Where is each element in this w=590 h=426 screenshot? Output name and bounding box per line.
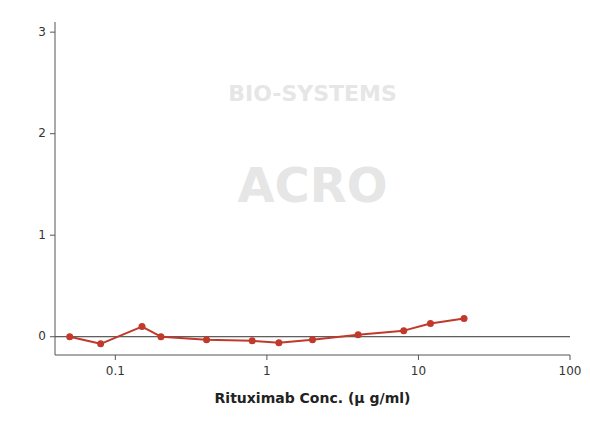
y-tick-label: 0 — [38, 329, 46, 343]
x-tick-label: 10 — [411, 364, 426, 378]
y-tick — [50, 336, 55, 337]
y-axis-line — [55, 22, 56, 355]
data-point — [427, 320, 434, 327]
data-point — [97, 340, 104, 347]
watermark-text: BIO-SYSTEMS — [228, 81, 397, 106]
x-tick — [266, 355, 267, 360]
data-point — [203, 336, 210, 343]
data-point — [249, 337, 256, 344]
y-tick — [50, 32, 55, 33]
data-point — [157, 333, 164, 340]
x-axis-line — [55, 355, 570, 356]
x-tick-label: 100 — [559, 364, 582, 378]
y-tick-label: 2 — [38, 126, 46, 140]
y-tick — [50, 235, 55, 236]
data-point — [400, 327, 407, 334]
plot-area — [66, 315, 467, 347]
x-tick — [115, 355, 116, 360]
chart-container: BIO-SYSTEMS ACRO 0.1 1 10 100 0 1 2 3 Rituximab Co… — [0, 0, 590, 426]
axes: 0.1 1 10 100 0 1 2 3 — [38, 22, 581, 378]
data-point — [275, 339, 282, 346]
data-point — [66, 333, 73, 340]
x-tick — [418, 355, 419, 360]
x-axis-label: Rituximab Conc. (μ g/ml) — [215, 390, 411, 406]
watermark-text: ACRO — [237, 157, 387, 213]
y-tick — [50, 133, 55, 134]
x-tick-label: 0.1 — [106, 364, 125, 378]
y-tick-label: 3 — [38, 25, 46, 39]
data-point — [309, 336, 316, 343]
y-tick-label: 1 — [38, 228, 46, 242]
chart-svg: BIO-SYSTEMS ACRO 0.1 1 10 100 0 1 2 3 Rituximab Co… — [0, 0, 590, 426]
data-point — [139, 323, 146, 330]
data-point — [355, 331, 362, 338]
data-point — [461, 315, 468, 322]
data-line — [70, 318, 464, 343]
watermark: BIO-SYSTEMS ACRO — [228, 81, 397, 212]
x-tick — [570, 355, 571, 360]
x-tick-label: 1 — [263, 364, 271, 378]
